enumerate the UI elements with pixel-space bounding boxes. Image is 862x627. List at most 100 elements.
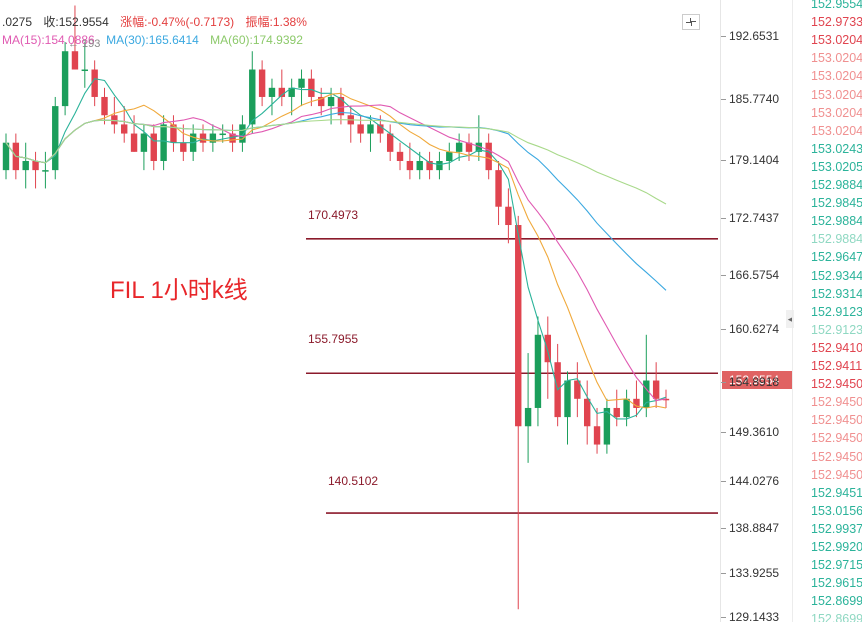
close-value: 收:152.9554 (43, 15, 109, 29)
trade-row: 153.0243 (811, 141, 862, 156)
trade-row: 153.0205 (811, 159, 862, 174)
chart-annotation: FIL 1小时k线 (110, 277, 248, 304)
axis-tick-label: 166.5754 (729, 267, 780, 282)
axis-tick-label: 185.7740 (729, 92, 780, 107)
candle-body (613, 407, 620, 418)
trade-row: 152.9450 (811, 395, 862, 410)
trade-row: 152.9884 (811, 214, 862, 229)
candle-body (544, 334, 551, 363)
trade-row: 152.9344 (811, 268, 862, 283)
axis-tick-label: 149.3610 (729, 425, 780, 440)
candle-body (505, 206, 512, 226)
candle-body (524, 407, 532, 427)
candle-body (583, 398, 591, 427)
axis-tick-label: 144.0276 (729, 473, 780, 488)
trade-row: 152.9554 (811, 0, 862, 11)
axis-tick (721, 617, 726, 619)
candle-body (318, 96, 325, 107)
price-axis[interactable]: 152.9554 192.6531 185.7740 179.1404 172.743… (720, 0, 793, 625)
axis-tick-label: 138.8847 (729, 520, 780, 535)
axis-tick (721, 573, 726, 575)
candle-body (475, 142, 483, 152)
collapse-panel-icon[interactable]: ◂ (786, 310, 794, 328)
trade-row: 152.9715 (811, 558, 862, 573)
candle-body (111, 115, 118, 125)
candle-body (180, 142, 187, 152)
trade-row: 152.8699 (811, 594, 862, 609)
candle-body (574, 380, 581, 399)
candle-body (662, 398, 670, 401)
ma-legend: MA(15):154.0886 MA(30):165.6414 MA(60):1… (2, 33, 311, 47)
candle-body (406, 160, 414, 171)
axis-tick (721, 36, 726, 38)
candlestick-chart[interactable]: .0275 收:152.9554 涨幅:-0.47%(-0.7173) 振幅:1… (0, 0, 720, 622)
fullscreen-icon[interactable] (682, 14, 700, 30)
level-label-3: 140.5102 (328, 474, 379, 488)
trade-row: 153.0204 (811, 69, 862, 84)
trade-row: 153.0204 (811, 105, 862, 120)
candle-body (71, 51, 79, 70)
axis-tick (721, 274, 726, 276)
trade-row: 152.9450 (811, 431, 862, 446)
trade-row: 152.9450 (811, 449, 862, 464)
candle-body (386, 133, 394, 152)
ma60-label: MA(60):174.9392 (210, 33, 303, 47)
candle-body (52, 106, 59, 171)
candle-body (170, 124, 177, 143)
axis-tick-label: 129.1433 (729, 610, 780, 625)
trade-row: 152.9733 (811, 15, 862, 30)
trade-row: 153.0204 (811, 123, 862, 138)
axis-tick-label: 192.6531 (729, 29, 780, 44)
candle-body (130, 133, 138, 152)
trade-row: 152.9937 (811, 521, 862, 536)
ma30-label: MA(30):165.6414 (106, 33, 199, 47)
candle-body (485, 142, 492, 171)
ma10-line (5, 92, 667, 409)
trade-row: 153.0204 (811, 33, 862, 48)
candle-body (515, 225, 522, 427)
axis-tick (721, 99, 726, 101)
axis-tick (721, 218, 726, 220)
candle-body (199, 133, 207, 143)
candle-body (643, 380, 650, 408)
candle-body (593, 426, 601, 445)
candle-body (357, 124, 364, 134)
candle-body (603, 407, 611, 445)
trade-row: 152.9647 (811, 250, 862, 265)
candle-body (91, 69, 98, 97)
candle-body (416, 160, 423, 171)
trade-row: 152.9920 (811, 540, 862, 554)
trade-row: 152.9411 (811, 359, 862, 373)
level-label-2: 155.7955 (308, 332, 359, 346)
candle-body (534, 334, 542, 408)
axis-tick (721, 527, 726, 529)
ma15-line (5, 104, 667, 402)
trade-row: 153.0156 (811, 503, 862, 518)
candle-body (278, 87, 286, 97)
ohlc-info: .0275 收:152.9554 涨幅:-0.47%(-0.7173) 振幅:1… (2, 13, 315, 30)
candle-body (455, 142, 463, 152)
candle-body (258, 69, 266, 97)
candle-body (288, 87, 295, 97)
candle-body (327, 96, 335, 107)
trade-row: 152.9123 (811, 322, 862, 337)
candle-body (268, 87, 276, 97)
trade-row: 153.0204 (811, 51, 862, 66)
trade-row: 152.9884 (811, 178, 862, 192)
candle-body (160, 124, 167, 161)
candle-body (446, 151, 453, 161)
axis-tick (721, 381, 726, 383)
trade-row: 152.9410 (811, 340, 862, 355)
candle-body (564, 380, 571, 418)
candle-body (121, 124, 128, 134)
trade-row: 153.0204 (811, 87, 862, 102)
candle-body (239, 124, 246, 143)
candle-body (61, 51, 69, 107)
axis-tick-label: 133.9255 (729, 566, 780, 581)
trade-row: 152.9450 (811, 377, 862, 392)
axis-tick (721, 329, 726, 331)
trade-row: 152.9123 (811, 304, 862, 319)
candle-body (249, 69, 256, 125)
high-marker: ← 193 (68, 38, 101, 50)
candle-body (465, 142, 473, 152)
